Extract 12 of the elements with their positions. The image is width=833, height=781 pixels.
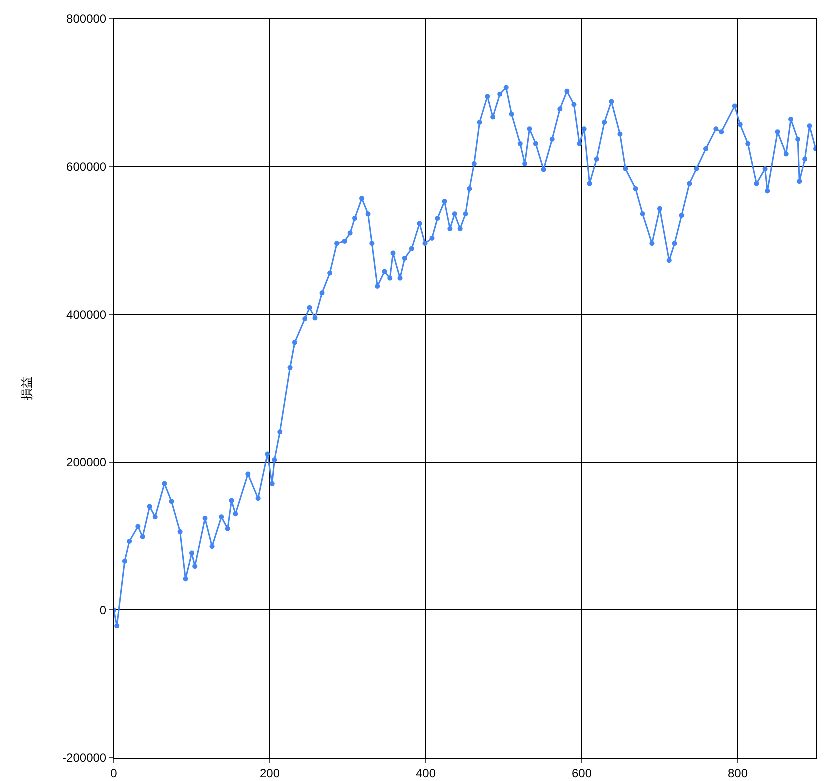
y-tick-label: 0 <box>100 603 107 618</box>
x-tick-label: 800 <box>728 766 748 780</box>
y-tick-label: 600000 <box>66 160 107 174</box>
y-tick-label: 400000 <box>66 308 107 322</box>
y-tick-label: -200000 <box>62 751 107 766</box>
y-tick-label: 800000 <box>66 12 107 26</box>
y-axis-title: 損益 <box>20 376 34 400</box>
x-tick-label: 0 <box>110 766 118 780</box>
y-tick-label: 200000 <box>66 456 107 470</box>
x-tick-label: 600 <box>572 766 592 780</box>
x-tick-label: 200 <box>260 766 280 780</box>
x-tick-label: 400 <box>416 766 436 780</box>
